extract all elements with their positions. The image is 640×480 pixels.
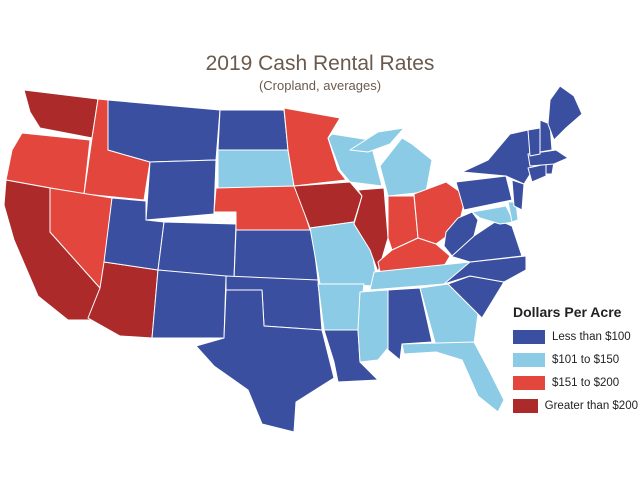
state-TX xyxy=(195,289,335,433)
state-MD xyxy=(471,205,515,225)
legend-swatch xyxy=(513,330,545,344)
state-FL xyxy=(401,341,505,413)
state-MO xyxy=(309,221,379,287)
legend-swatch xyxy=(513,399,538,413)
state-WA xyxy=(23,89,99,139)
state-WY xyxy=(145,159,217,221)
legend-item: $101 to $150 xyxy=(513,351,638,369)
legend-item: Greater than $200 xyxy=(513,397,638,415)
legend-title: Dollars Per Acre xyxy=(513,304,622,320)
state-NJ xyxy=(511,179,525,211)
legend-item: Less than $100 xyxy=(513,328,638,346)
map-subtitle: (Cropland, averages) xyxy=(258,78,382,93)
legend-label: Less than $100 xyxy=(552,331,631,343)
state-WV xyxy=(443,211,479,257)
legend-label: Greater than $200 xyxy=(544,400,638,412)
legend-item: $151 to $200 xyxy=(513,374,638,392)
state-MT xyxy=(107,99,221,163)
state-SD xyxy=(217,149,295,191)
state-PA xyxy=(455,175,513,211)
legend-swatch xyxy=(513,353,545,367)
legend-swatch xyxy=(513,376,545,390)
state-NM xyxy=(151,269,227,339)
state-IL xyxy=(353,187,389,273)
state-VT xyxy=(527,127,541,157)
legend-label: $151 to $200 xyxy=(552,377,620,389)
legend: Dollars Per Acre Less than $100 $101 to … xyxy=(513,304,638,420)
state-MN xyxy=(283,107,347,187)
state-CO xyxy=(157,221,237,279)
state-ME xyxy=(547,85,583,141)
legend-label: $101 to $150 xyxy=(552,354,620,366)
state-MS xyxy=(357,289,389,363)
state-NY xyxy=(461,129,535,185)
state-ND xyxy=(217,109,289,151)
state-KS xyxy=(233,229,319,281)
map-title: 2019 Cash Rental Rates xyxy=(205,52,435,75)
state-AR xyxy=(317,283,365,331)
